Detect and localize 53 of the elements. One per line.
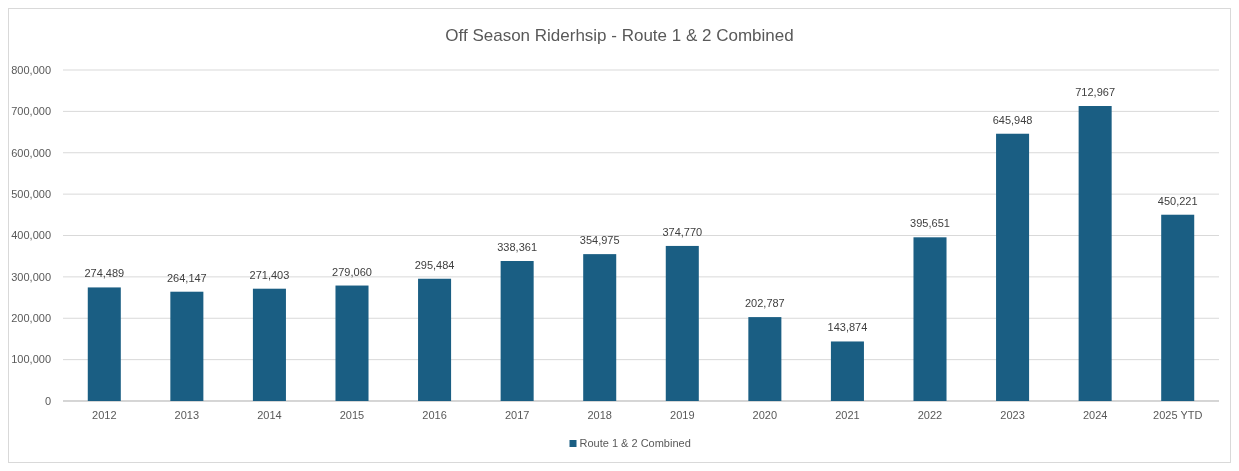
x-tick-label: 2013 — [174, 409, 200, 421]
x-tick-label: 2022 — [917, 409, 943, 421]
bar — [335, 285, 369, 401]
data-label: 295,484 — [414, 258, 455, 271]
x-tick-label: 2024 — [1082, 409, 1108, 421]
bar — [830, 341, 864, 401]
chart-title: Off Season Riderhsip - Route 1 & 2 Combined — [445, 26, 794, 45]
bar — [996, 133, 1030, 401]
bar — [252, 288, 286, 401]
x-tick-label: 2025 YTD — [1153, 409, 1203, 421]
bar — [500, 261, 534, 401]
x-tick-label: 2021 — [835, 409, 860, 421]
data-label: 338,361 — [497, 241, 538, 253]
bar — [913, 237, 947, 401]
bar — [583, 254, 617, 401]
x-tick-label: 2012 — [92, 409, 117, 421]
data-label: 712,967 — [1075, 86, 1116, 99]
data-label: 395,651 — [910, 217, 950, 230]
bar — [1161, 214, 1195, 401]
bar — [748, 317, 782, 401]
x-tick-label: 2019 — [670, 409, 695, 421]
x-tick-label: 2015 — [339, 409, 365, 421]
bar — [665, 245, 699, 401]
y-tick-label: 500,000 — [11, 187, 51, 200]
y-tick-label: 400,000 — [11, 229, 51, 242]
data-label: 274,489 — [84, 267, 125, 280]
data-label: 450,221 — [1157, 194, 1198, 207]
y-tick-label: 700,000 — [11, 105, 51, 118]
y-tick-label: 0 — [44, 394, 51, 407]
y-tick-label: 300,000 — [11, 270, 51, 283]
y-tick-label: 100,000 — [11, 353, 51, 366]
x-tick-label: 2020 — [752, 409, 778, 421]
data-label: 354,975 — [579, 234, 620, 247]
bar — [87, 287, 121, 401]
data-label: 645,948 — [992, 113, 1033, 126]
x-tick-label: 2023 — [1000, 409, 1025, 421]
y-tick-label: 800,000 — [11, 63, 51, 76]
legend-label: Route 1 & 2 Combined — [579, 437, 691, 449]
data-label: 202,787 — [744, 297, 785, 310]
x-tick-label: 2014 — [257, 409, 282, 421]
x-tick-label: 2017 — [504, 409, 530, 421]
data-label: 271,403 — [249, 268, 290, 281]
data-label: 143,874 — [827, 321, 868, 334]
bar — [418, 278, 452, 401]
bar — [1078, 106, 1112, 401]
y-tick-label: 600,000 — [11, 146, 51, 159]
data-label: 279,060 — [332, 265, 372, 278]
data-label: 374,770 — [662, 225, 703, 238]
y-tick-label: 200,000 — [11, 312, 51, 325]
data-label: 264,147 — [166, 271, 207, 284]
x-tick-label: 2018 — [587, 409, 612, 421]
bar — [170, 291, 204, 401]
x-tick-label: 2016 — [422, 409, 447, 421]
